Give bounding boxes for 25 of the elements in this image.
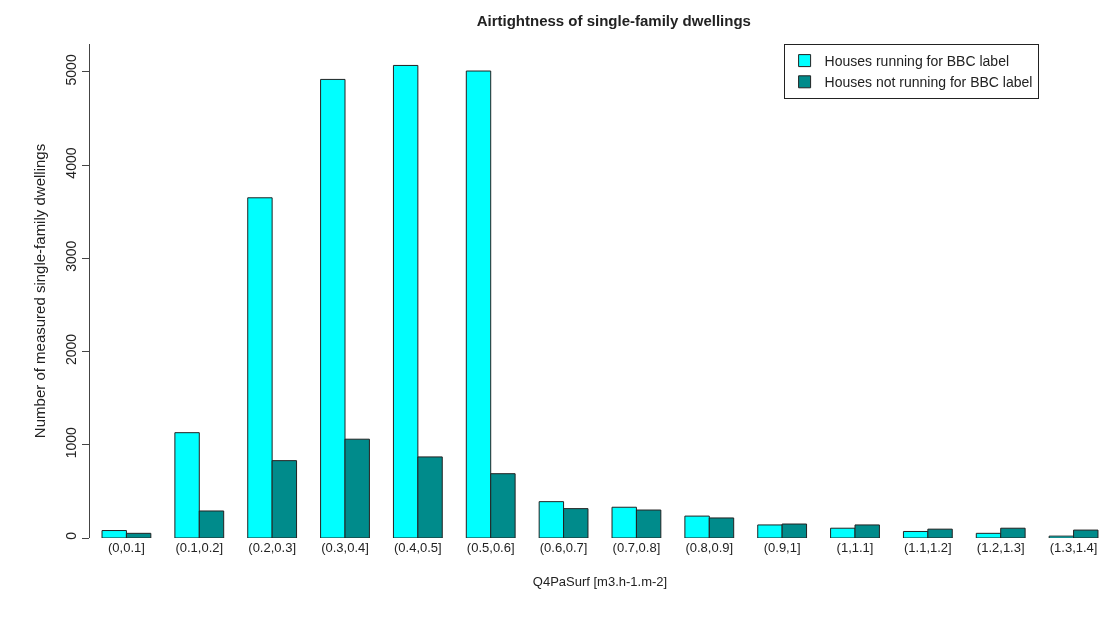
y-tick-label: 0: [63, 531, 80, 540]
y-axis-title: Number of measured single-family dwellings: [30, 143, 48, 439]
x-tick-label: (0.5,0.6]: [466, 540, 515, 555]
x-tick-label: (1.2,1.3]: [976, 540, 1025, 555]
y-tick-label: 5000: [63, 54, 80, 86]
legend-label: Houses running for BBC label: [824, 53, 1010, 70]
x-tick-label: (1.3,1.4]: [1049, 540, 1098, 555]
chart-title: Airtightness of single-family dwellings: [476, 12, 751, 30]
x-tick-label: (0.3,0.4]: [321, 540, 369, 555]
x-tick-label: (0.1,0.2]: [175, 540, 224, 555]
x-tick-label: (0.6,0.7]: [539, 540, 588, 555]
legend-label: Houses not running for BBC label: [824, 74, 1033, 91]
y-tick-label: 3000: [63, 240, 80, 272]
y-tick-label: 2000: [63, 333, 80, 366]
x-axis-title: Q4PaSurf [m3.h-1.m-2]: [532, 573, 668, 589]
x-tick-label: (0,0.1]: [108, 540, 145, 555]
x-tick-label: (0.4,0.5]: [394, 540, 442, 555]
x-tick-label: (0.7,0.8]: [612, 540, 661, 555]
x-tick-label: (0.9,1]: [763, 540, 801, 555]
y-tick-label: 4000: [63, 147, 80, 179]
x-tick-label: (1.1,1.2]: [904, 540, 952, 555]
x-tick-label: (1,1.1]: [836, 540, 874, 555]
y-tick-label: 1000: [63, 426, 80, 459]
x-tick-label: (0.8,0.9]: [685, 540, 734, 555]
x-tick-label: (0.2,0.3]: [248, 540, 296, 555]
